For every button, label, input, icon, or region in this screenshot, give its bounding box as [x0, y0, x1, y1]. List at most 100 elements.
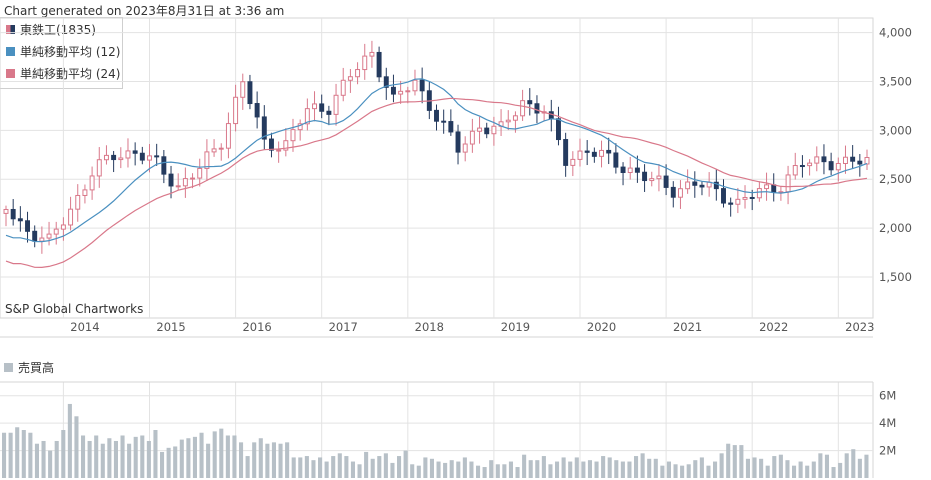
volume-bar — [482, 467, 487, 478]
volume-bar — [634, 456, 639, 478]
candle-body — [742, 196, 748, 200]
candle-body — [591, 151, 597, 157]
candle-body — [276, 149, 282, 152]
candle-body — [441, 120, 447, 123]
candle-body — [799, 165, 805, 168]
legend-item-sma12[interactable]: 単純移動平均 (12) — [0, 40, 122, 62]
candle-body — [677, 188, 683, 198]
candle-body — [333, 94, 339, 115]
volume-bar — [397, 456, 402, 478]
volume-bar — [541, 456, 546, 478]
candle-body — [197, 167, 203, 179]
candle-body — [850, 156, 856, 162]
year-axis-label: 2019 — [501, 320, 530, 334]
volume-bar — [370, 458, 375, 478]
volume-bar — [311, 460, 316, 478]
volume-bar — [726, 443, 731, 478]
volume-bar — [647, 458, 652, 478]
volume-bar — [561, 457, 566, 478]
volume-bar — [706, 465, 711, 478]
volume-bar — [166, 447, 171, 478]
candle-body — [290, 129, 296, 142]
candle-body — [563, 139, 569, 166]
candle-body — [261, 116, 267, 140]
year-axis-label: 2021 — [673, 320, 702, 334]
candle-body — [613, 152, 619, 168]
volume-bar — [778, 454, 783, 478]
volume-bar — [792, 465, 797, 478]
volume-bar — [627, 461, 632, 478]
volume-bar — [403, 450, 408, 478]
candle-body — [843, 156, 848, 164]
sma12-line — [5, 78, 868, 243]
volume-bar — [752, 457, 757, 478]
sma24-line — [5, 97, 868, 269]
volume-bar — [252, 442, 257, 478]
candle-body — [347, 76, 353, 81]
candle-body — [484, 127, 490, 135]
volume-bar — [350, 461, 355, 478]
candle-body — [857, 160, 863, 165]
volume-bar — [759, 458, 764, 478]
volume-bar — [344, 456, 349, 478]
legend-item-sma24[interactable]: 単純移動平均 (24) — [0, 62, 122, 84]
volume-bar — [732, 445, 737, 478]
volume-bar — [67, 403, 72, 478]
candle-body — [821, 156, 827, 163]
volume-bar — [838, 462, 843, 478]
volume-bar — [469, 461, 474, 478]
candle-body — [577, 150, 583, 160]
candle-body — [448, 121, 454, 133]
volume-tick-label: 4M — [879, 416, 896, 430]
candle-body — [534, 103, 540, 114]
volume-bar — [489, 460, 494, 478]
candle-body — [75, 194, 81, 210]
candle-body — [771, 184, 777, 193]
volume-bar — [192, 436, 197, 478]
volume-bar — [28, 432, 33, 478]
volume-bar — [574, 457, 579, 478]
candle-body — [10, 208, 16, 220]
volume-title-label: 売買高 — [18, 361, 55, 375]
volume-bar — [535, 460, 540, 478]
candle-body — [254, 103, 260, 118]
price-tick-label: 2,500 — [879, 172, 912, 186]
legend-label-sma12: 単純移動平均 (12) — [20, 44, 121, 59]
candle-body — [455, 131, 461, 153]
candle-body — [96, 159, 102, 177]
candle-body — [814, 156, 820, 164]
candle-body — [634, 167, 640, 173]
candle-body — [355, 69, 361, 78]
candle-body — [663, 175, 669, 188]
candle-body — [154, 155, 160, 158]
volume-bar — [113, 440, 118, 478]
volume-bar — [449, 460, 454, 478]
volume-bar — [568, 461, 573, 478]
candle-body — [642, 171, 648, 182]
volume-bar — [331, 456, 336, 478]
candle-body — [32, 230, 38, 242]
volume-bar — [146, 440, 151, 478]
volume-bar — [74, 416, 79, 478]
volume-bar — [239, 442, 244, 478]
volume-bar — [456, 461, 461, 478]
candle-body — [68, 208, 74, 226]
candle-body — [369, 51, 375, 57]
candle-body — [491, 125, 497, 135]
volume-bar — [140, 435, 145, 478]
candle-body — [419, 79, 425, 92]
volume-bar — [653, 458, 658, 478]
volume-bar — [133, 436, 138, 478]
candle-body — [319, 103, 325, 112]
volume-bar — [805, 465, 810, 478]
candle-body — [118, 157, 124, 161]
volume-bar — [278, 443, 283, 478]
volume-bar — [640, 453, 645, 478]
volume-bar — [291, 457, 296, 478]
price-tick-label: 4,000 — [879, 26, 912, 40]
volume-bar — [798, 461, 803, 478]
candle-body — [721, 188, 726, 204]
volume-bar — [245, 456, 250, 478]
volume-bar — [199, 432, 204, 478]
candle-body — [749, 196, 755, 199]
